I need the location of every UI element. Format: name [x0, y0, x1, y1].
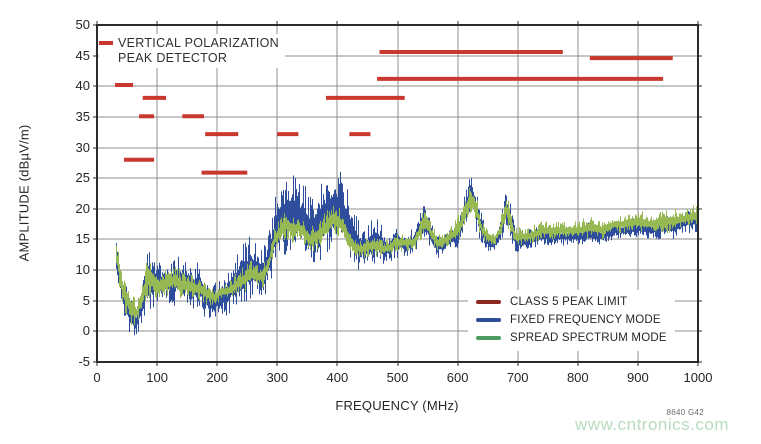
class5-limit-dash-icon [476, 300, 501, 304]
y-tick-label: 10 [75, 262, 90, 278]
legend-row-spread: SPREAD SPECTRUM MODE [476, 329, 667, 347]
y-tick-label: -5 [78, 354, 90, 369]
plot-frame [96, 24, 699, 363]
legend-label-spread: SPREAD SPECTRUM MODE [510, 332, 667, 344]
y-tick-label: 25 [75, 170, 90, 186]
legend-row-class5: CLASS 5 PEAK LIMIT [476, 293, 667, 311]
annotation-line2: PEAK DETECTOR [118, 51, 228, 65]
annotation-box: VERTICAL POLARIZATION PEAK DETECTOR [99, 34, 285, 68]
y-tick-label: 5 [82, 292, 90, 308]
x-axis-title: FREQUENCY (MHz) [335, 398, 459, 413]
class5-limit-segments [115, 49, 673, 175]
x-tick-label: 900 [627, 370, 649, 385]
y-tick-label: 35 [75, 108, 90, 124]
y-tick-label: 30 [75, 139, 90, 155]
legend-label-class5: CLASS 5 PEAK LIMIT [510, 296, 628, 308]
y-tick-label: 20 [75, 200, 90, 216]
y-tick-label: 0 [82, 323, 90, 339]
figure-id: 8640 G42 [666, 408, 704, 417]
annotation-line1: VERTICAL POLARIZATION [118, 36, 279, 50]
legend-row-fixed: FIXED FREQUENCY MODE [476, 311, 667, 329]
x-tick-label: 500 [386, 370, 409, 385]
x-tick-label: 1000 [683, 370, 713, 385]
x-tick-label: 100 [146, 370, 168, 385]
annotation-text: VERTICAL POLARIZATION PEAK DETECTOR [118, 36, 279, 66]
spread-spectrum-trace [116, 188, 699, 326]
fixed-frequency-dash-icon [476, 318, 501, 322]
x-tick-label: 300 [266, 370, 289, 385]
y-tick-label: 40 [75, 78, 90, 94]
y-tick-label: 15 [75, 231, 90, 247]
x-tick-label: 0 [93, 370, 101, 385]
spread-spectrum-dash-icon [476, 336, 501, 340]
x-tick-label: 400 [326, 370, 349, 385]
x-tick-label: 700 [506, 370, 529, 385]
x-tick-label: 200 [206, 370, 229, 385]
x-tick-label: 600 [446, 370, 469, 385]
watermark: www.cntronics.com [575, 415, 729, 434]
y-axis-title: AMPLITUDE (dBµV/m) [16, 124, 32, 262]
x-tick-label: 800 [566, 370, 589, 385]
legend-label-fixed: FIXED FREQUENCY MODE [510, 314, 661, 326]
y-tick-label: 45 [75, 47, 90, 63]
limit-dash-icon [99, 41, 113, 45]
y-tick-label: 50 [75, 17, 90, 32]
legend: CLASS 5 PEAK LIMIT FIXED FREQUENCY MODE … [468, 290, 675, 351]
